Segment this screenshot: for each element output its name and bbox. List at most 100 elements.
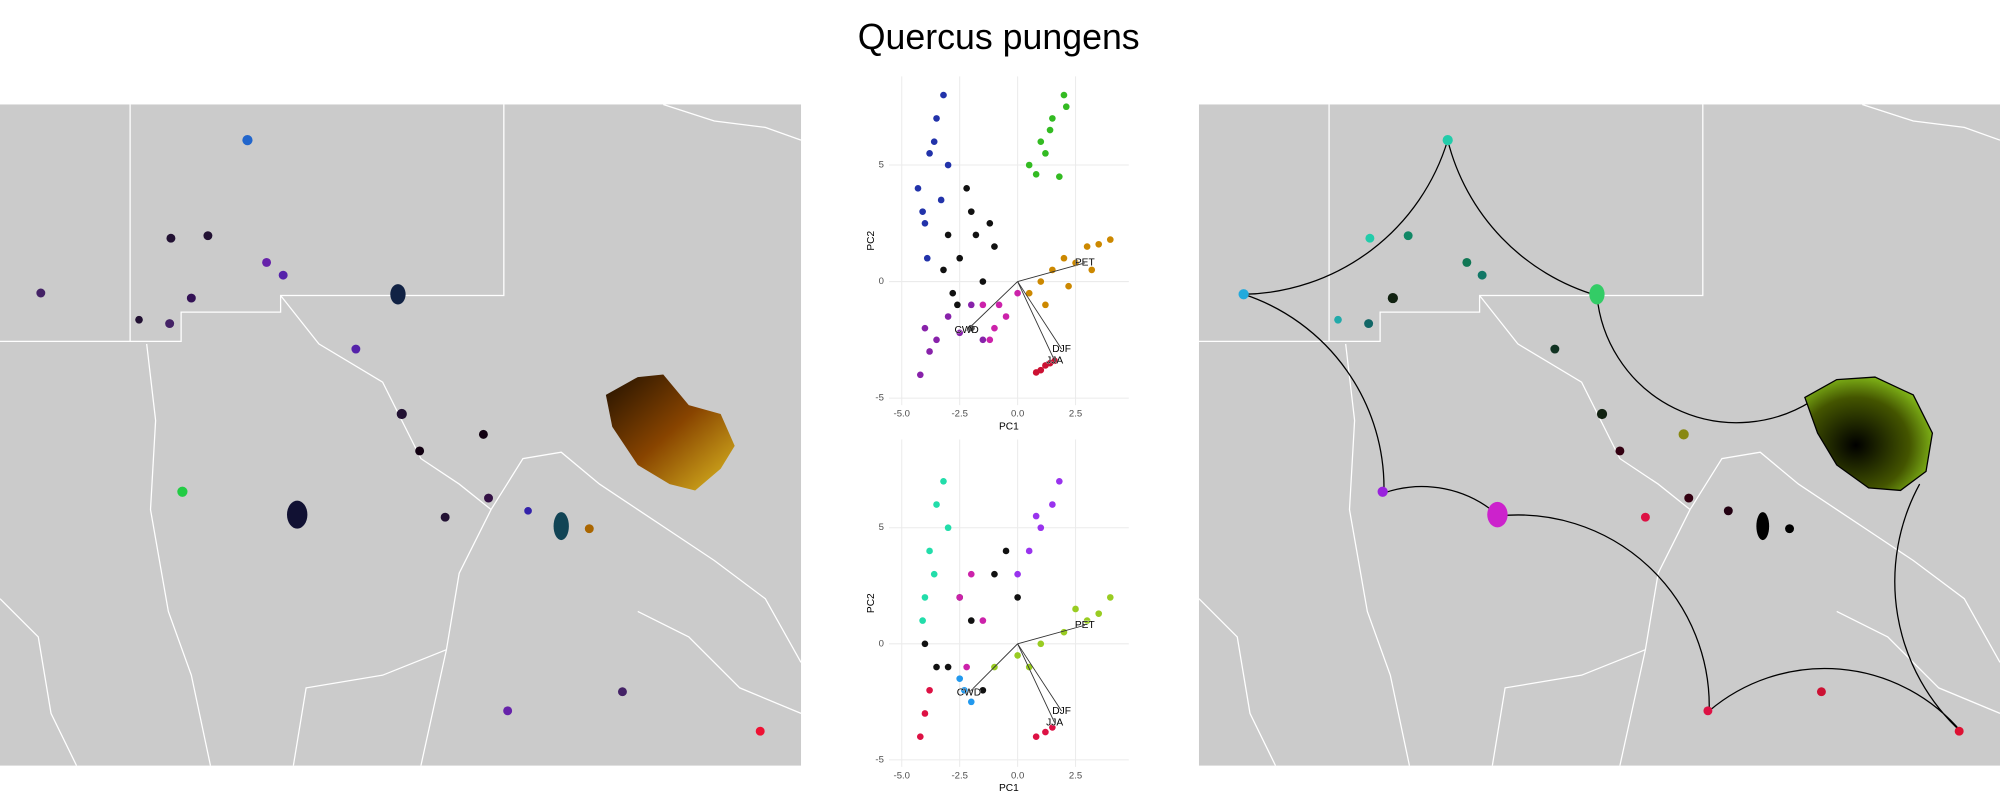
point [1062,103,1070,111]
point [1032,512,1040,520]
point [923,254,931,262]
point [1032,733,1040,741]
point [940,91,947,99]
point [986,219,994,227]
point [1032,171,1040,178]
point [933,501,940,508]
x-tick-label: -2.5 [951,409,967,420]
point [1095,610,1103,617]
occurrence-dots [1238,135,1964,736]
point [967,570,975,578]
point [1025,161,1033,169]
loading-vector [1017,281,1056,361]
loading-vector [1017,262,1085,282]
point [979,278,987,285]
vector-label: DJF [1052,344,1071,355]
point [921,594,929,601]
point [956,254,964,262]
point [914,185,922,192]
point [944,313,952,320]
point [1106,594,1114,601]
x-tick-label: -5.0 [894,409,910,420]
y-axis-label: PC2 [866,231,877,251]
point [1037,138,1045,146]
x-tick-label: 0.0 [1011,409,1024,420]
point [1042,150,1049,157]
point [956,675,964,682]
loading-vector [966,281,1018,331]
range-hull [1243,137,1963,733]
occurrence-dots [36,135,765,736]
loading-vector [1017,643,1056,723]
point [967,324,975,332]
point [963,663,970,671]
y-axis-label: PC2 [866,593,877,613]
y-tick-label: -5 [875,754,884,765]
point [1014,570,1021,578]
point [991,570,998,578]
point [972,231,980,239]
point [933,663,940,671]
loading-vector [1017,624,1085,645]
point [954,301,961,309]
point [944,524,952,532]
point [1056,173,1063,180]
vector-label: CWD [954,325,978,336]
x-tick-label: -2.5 [951,770,967,781]
point [1051,357,1059,365]
left-map [0,103,802,766]
point [1025,289,1033,297]
point [944,161,952,169]
loading-vector [968,643,1018,693]
point [1060,628,1068,636]
point [919,208,926,215]
point [967,301,975,309]
point [979,617,987,624]
point [963,185,970,192]
point [1042,728,1049,736]
point [930,570,938,578]
point [979,301,987,309]
point [933,115,940,122]
vector-label: CWD [957,687,981,698]
point [1002,547,1010,555]
point [991,243,998,250]
point [979,336,987,344]
point [933,336,940,344]
point [1037,366,1045,374]
x-tick-label: 2.5 [1069,770,1082,781]
point [961,686,968,694]
range-blob [605,374,735,491]
point [956,594,964,601]
figure-title: Quercus pungens [858,17,1140,57]
point [1106,236,1114,243]
point [921,640,929,648]
point [979,686,987,694]
point [926,547,933,555]
point [1072,605,1079,613]
y-tick-label: 0 [879,276,884,287]
y-tick-label: -5 [875,393,884,404]
point [1095,240,1103,248]
point [1014,652,1021,659]
point [926,348,933,355]
vector-label: DJF [1052,706,1071,717]
point [995,301,1003,309]
point [1014,594,1021,601]
point [986,336,994,344]
y-tick-label: 5 [879,160,884,171]
point [1083,617,1091,624]
point [1060,91,1068,99]
point [1065,282,1072,290]
boundary [1198,103,2000,766]
x-axis-label: PC1 [999,783,1019,794]
point [921,219,929,227]
vector-label: JJA [1046,355,1063,366]
point [949,289,957,297]
loading-vector [1017,281,1063,350]
x-tick-label: 0.0 [1011,770,1024,781]
x-tick-label: -5.0 [894,770,910,781]
point [967,617,975,624]
right-map [1198,103,2000,766]
